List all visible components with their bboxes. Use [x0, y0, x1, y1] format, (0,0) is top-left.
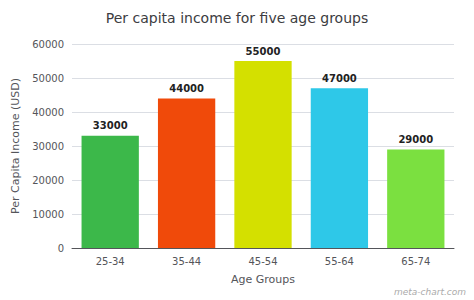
svg-text:Per capita income for five age: Per capita income for five age groups: [106, 10, 368, 26]
svg-text:47000: 47000: [322, 73, 357, 84]
svg-text:44000: 44000: [169, 83, 204, 94]
svg-text:20000: 20000: [32, 175, 64, 186]
svg-text:29000: 29000: [398, 134, 433, 145]
svg-text:40000: 40000: [32, 107, 64, 118]
svg-text:25-34: 25-34: [96, 256, 125, 267]
svg-text:35-44: 35-44: [172, 256, 201, 267]
svg-text:Age Groups: Age Groups: [231, 273, 295, 286]
svg-text:10000: 10000: [32, 209, 64, 220]
svg-text:55000: 55000: [246, 46, 281, 57]
svg-text:meta-chart.com: meta-chart.com: [394, 287, 466, 297]
svg-text:30000: 30000: [32, 141, 64, 152]
svg-text:50000: 50000: [32, 73, 64, 84]
svg-text:45-54: 45-54: [248, 256, 277, 267]
svg-text:65-74: 65-74: [401, 256, 430, 267]
svg-text:0: 0: [58, 243, 64, 254]
svg-text:Per Capita Income (USD): Per Capita Income (USD): [9, 78, 22, 214]
svg-text:33000: 33000: [93, 120, 128, 131]
svg-text:60000: 60000: [32, 39, 64, 50]
svg-text:55-64: 55-64: [325, 256, 354, 267]
